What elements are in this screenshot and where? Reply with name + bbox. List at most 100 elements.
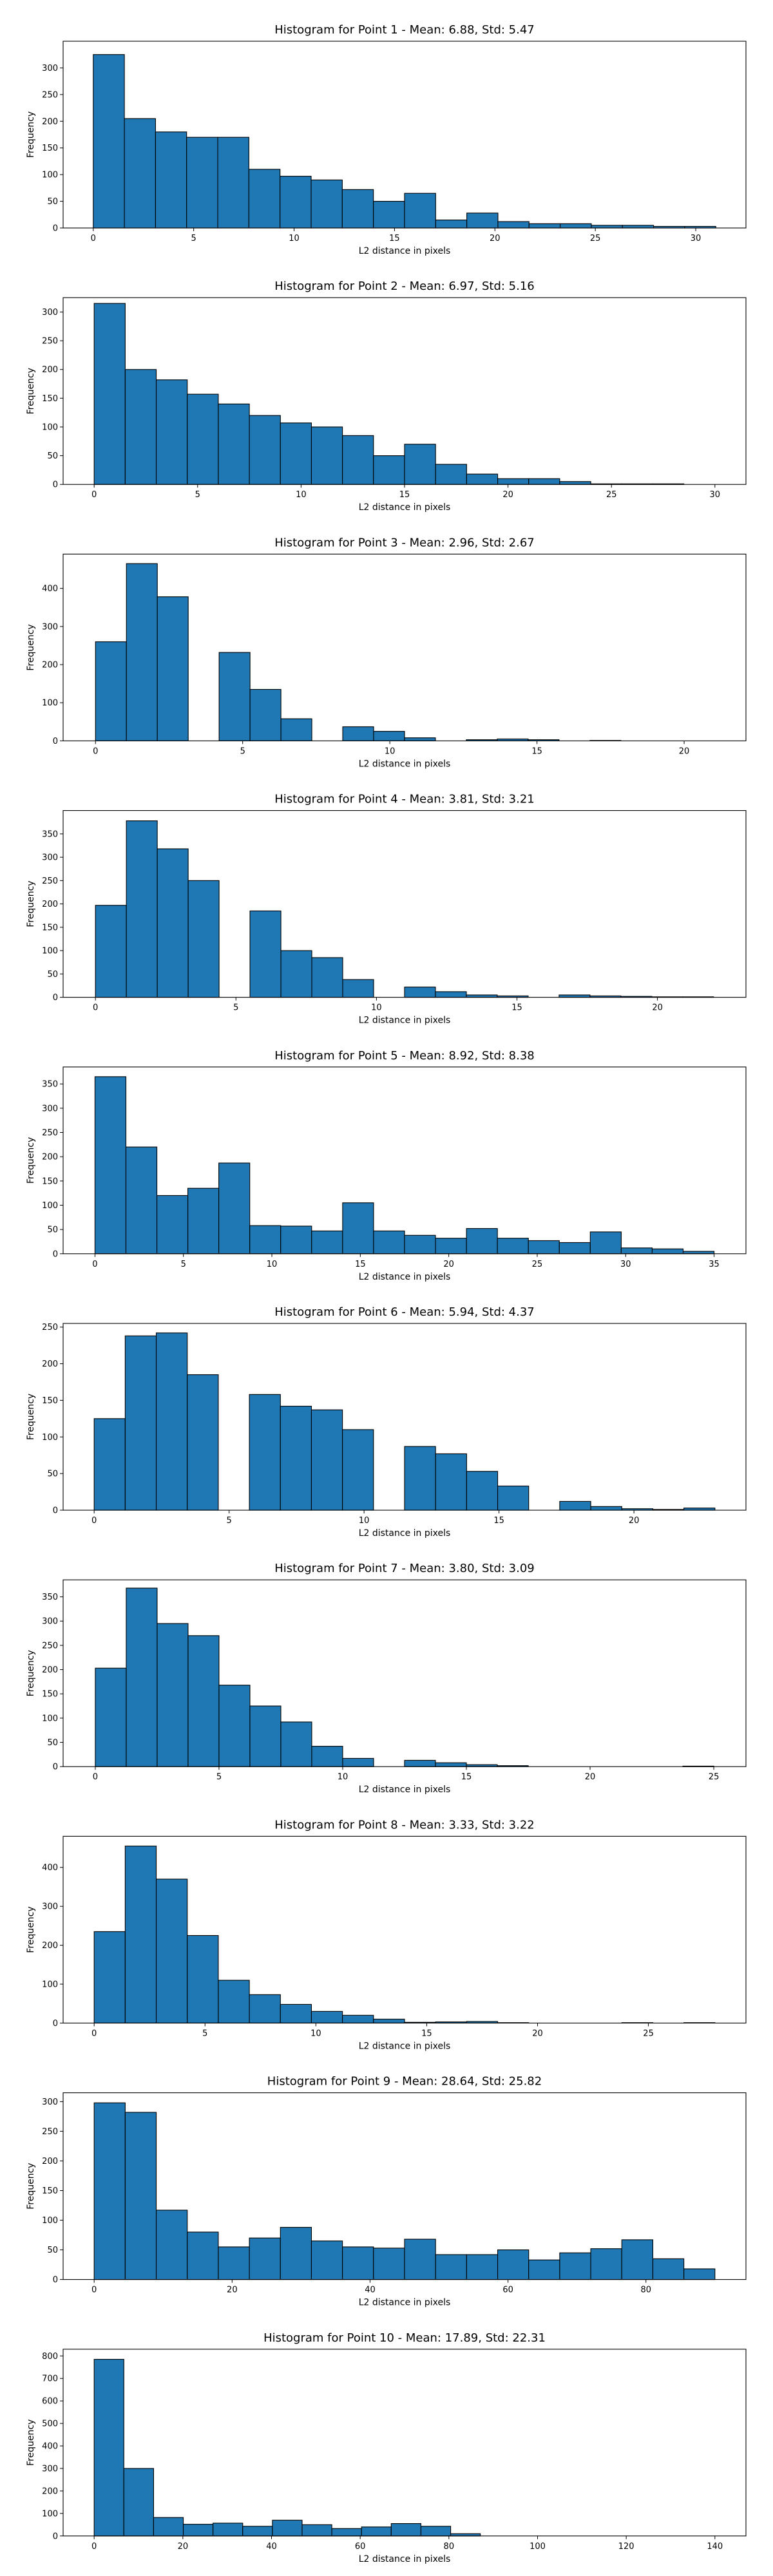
y-tick-label: 150 (42, 394, 58, 404)
chart-title: Histogram for Point 10 - Mean: 17.89, St… (263, 2331, 546, 2345)
histogram-bar (466, 1471, 499, 1511)
plot-frame (62, 41, 747, 229)
x-tick-label: 5 (202, 2029, 207, 2038)
y-axis-label: Frequency (26, 880, 36, 927)
histogram-bar (301, 2524, 332, 2537)
x-tick-label: 15 (399, 490, 410, 500)
y-tick-label: 200 (42, 1941, 58, 1951)
y-tick-label: 250 (42, 337, 58, 346)
plot-frame (62, 1323, 747, 1511)
chart-title: Histogram for Point 1 - Mean: 6.88, Std:… (274, 23, 535, 37)
histogram-bar (249, 688, 282, 741)
y-tick-label: 100 (42, 1201, 58, 1211)
histogram-bar (342, 2014, 374, 2023)
x-tick-label: 20 (502, 490, 513, 500)
x-tick-label: 60 (502, 2286, 513, 2295)
y-tick-label: 100 (42, 171, 58, 180)
x-tick-label: 20 (629, 1516, 640, 1526)
y-tick-label: 350 (42, 829, 58, 839)
y-tick-label: 250 (42, 1323, 58, 1332)
histogram-bar (95, 1667, 127, 1767)
y-tick-label: 0 (53, 2275, 58, 2285)
histogram-bar (466, 213, 499, 229)
histogram-bar (311, 957, 343, 998)
histogram-bar (280, 950, 312, 998)
x-tick-label: 100 (530, 2542, 546, 2552)
histogram-bar (404, 193, 436, 229)
y-tick-label: 250 (42, 876, 58, 886)
y-tick-label: 150 (42, 2186, 58, 2196)
histogram-bar (373, 201, 405, 229)
histogram-bar (187, 1188, 220, 1255)
chart-title: Histogram for Point 3 - Mean: 2.96, Std:… (274, 536, 535, 549)
histogram-bar (187, 1635, 220, 1767)
plot-frame (62, 1835, 747, 2023)
y-tick-label: 200 (42, 1153, 58, 1162)
x-tick-label: 15 (389, 234, 400, 243)
histogram-bar (435, 1238, 467, 1255)
histogram-bar (218, 1162, 251, 1255)
y-tick-label: 0 (53, 224, 58, 234)
histogram-bar (124, 369, 157, 485)
x-tick-label: 15 (421, 2029, 432, 2038)
histogram-bar (497, 221, 530, 229)
x-tick-label: 20 (679, 746, 690, 756)
x-tick-label: 30 (710, 490, 721, 500)
chart-4: Histogram for Point 4 - Mean: 3.81, Std:… (26, 793, 747, 1026)
y-tick-label: 100 (42, 1980, 58, 1989)
histogram-bar (466, 2254, 499, 2280)
histogram-bar (497, 1238, 529, 1255)
histogram-bar (590, 1506, 622, 1511)
x-tick-label: 0 (93, 1003, 98, 1013)
histogram-bar (310, 2011, 343, 2023)
histogram-bar (621, 2239, 654, 2280)
y-tick-label: 600 (42, 2397, 58, 2407)
histogram-bar (218, 652, 251, 741)
y-tick-label: 250 (42, 90, 58, 100)
chart-8: Histogram for Point 8 - Mean: 3.33, Std:… (26, 1818, 747, 2051)
histogram-bar (187, 1374, 219, 1511)
histogram-bar (124, 1845, 157, 2023)
x-axis-label: L2 distance in pixels (359, 1785, 451, 1795)
histogram-bar (93, 1418, 126, 1511)
histogram-bar (310, 179, 343, 229)
x-tick-label: 120 (618, 2542, 635, 2552)
y-tick-label: 200 (42, 2486, 58, 2496)
histogram-bar (93, 2102, 126, 2280)
y-axis-label: Frequency (26, 1650, 36, 1696)
x-tick-label: 5 (181, 1260, 186, 1269)
histogram-bar (242, 2526, 273, 2537)
y-tick-label: 50 (47, 197, 58, 207)
histogram-bar (528, 1240, 560, 1255)
x-tick-label: 10 (267, 1260, 278, 1269)
x-tick-label: 0 (91, 234, 96, 243)
x-tick-label: 25 (643, 2029, 654, 2038)
x-axis-label: L2 distance in pixels (359, 502, 451, 513)
chart-title: Histogram for Point 8 - Mean: 3.33, Std:… (274, 1818, 535, 1832)
x-tick-label: 20 (652, 1003, 663, 1013)
histogram-bar (153, 2517, 184, 2537)
histogram-bar (404, 737, 436, 741)
x-axis-label: L2 distance in pixels (359, 1272, 451, 1282)
x-tick-label: 140 (707, 2542, 723, 2552)
x-tick-label: 10 (310, 2029, 321, 2038)
y-tick-label: 0 (53, 2019, 58, 2029)
chart-10: Histogram for Point 10 - Mean: 17.89, St… (26, 2331, 747, 2564)
histogram-bar (187, 393, 219, 485)
y-tick-label: 150 (42, 923, 58, 933)
chart-7: Histogram for Point 7 - Mean: 3.80, Std:… (26, 1562, 747, 1795)
histogram-bar (280, 718, 312, 741)
histogram-bar (435, 1453, 467, 1511)
histogram-bar (528, 2259, 560, 2280)
histogram-bar (123, 2468, 154, 2537)
y-tick-label: 0 (53, 1506, 58, 1516)
x-tick-label: 25 (532, 1260, 543, 1269)
y-tick-label: 50 (47, 1226, 58, 1235)
y-tick-label: 200 (42, 1665, 58, 1675)
histogram-bar (342, 1429, 374, 1511)
histogram-bar (280, 1226, 312, 1255)
y-axis-label: Frequency (26, 2163, 36, 2209)
histogram-bar (620, 1247, 653, 1255)
x-tick-label: 30 (691, 234, 701, 243)
y-axis-label: Frequency (26, 111, 36, 158)
